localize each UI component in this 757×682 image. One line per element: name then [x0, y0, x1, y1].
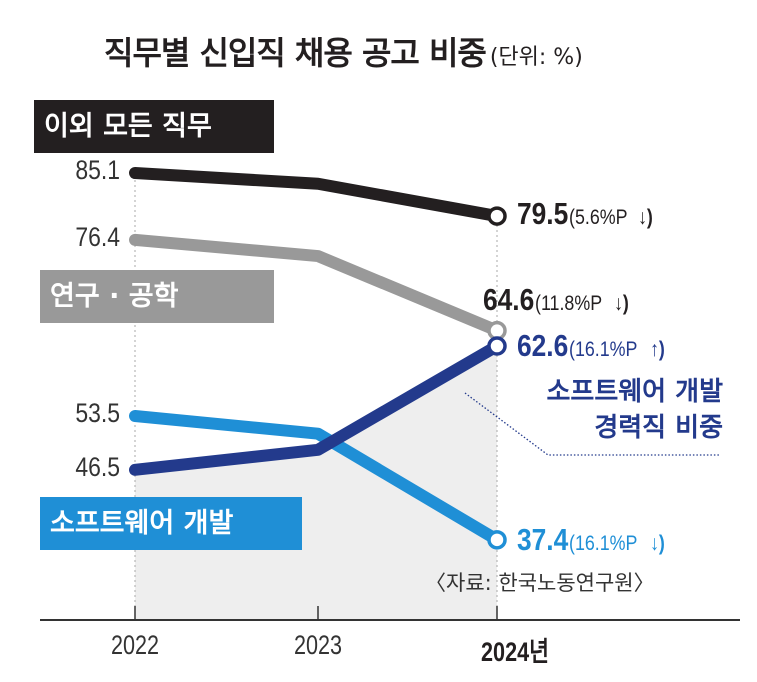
- title-text: 직무별 신입직 채용 공고 비중: [104, 34, 487, 72]
- legend-tag-all-other: 이외 모든 직무: [34, 100, 274, 153]
- end-value-label-research: 64.6(11.8%P ↓): [483, 282, 632, 318]
- end-value: 79.5: [517, 196, 569, 231]
- end-value: 37.4: [517, 522, 569, 557]
- annotation-software-experienced: 소프트웨어 개발 경력직 비중: [547, 374, 724, 446]
- start-value-label-research: 76.4: [75, 221, 120, 252]
- source-note: 〈자료: 한국노동연구원〉: [425, 571, 655, 595]
- x-tick-label-2024: 2024년: [481, 637, 549, 667]
- arrow-up-icon: ↑): [649, 338, 665, 361]
- legend-tag-research: 연구 · 공학: [40, 270, 274, 323]
- end-marker-software_experienced: [487, 336, 507, 356]
- change-label: (5.6%P: [569, 206, 628, 229]
- end-value-label-software: 37.4(16.1%P ↓): [517, 522, 667, 558]
- end-value-label-software_experienced: 62.6(16.1%P ↑): [517, 328, 667, 364]
- arrow-down-icon: ↓): [638, 206, 654, 229]
- series-line-all_other: [129, 167, 503, 223]
- end-value: 62.6: [517, 328, 569, 363]
- end-marker-software: [487, 530, 507, 550]
- chart-title: 직무별 신입직 채용 공고 비중 (단위: %): [104, 28, 583, 74]
- end-value-label-all_other: 79.5(5.6%P ↓): [517, 196, 656, 232]
- arrow-down-icon: ↓): [614, 292, 630, 315]
- legend-tag-software: 소프트웨어 개발: [40, 497, 302, 550]
- change-label: (16.1%P: [569, 532, 638, 555]
- shaded-area: [135, 346, 497, 620]
- change-label: (16.1%P: [569, 338, 638, 361]
- unit-label: (단위: %): [489, 45, 583, 70]
- arrow-down-icon: ↓): [649, 532, 665, 555]
- end-value: 64.6: [483, 282, 535, 317]
- change-label: (11.8%P: [535, 292, 603, 315]
- annotation-line-2: 경력직 비중: [594, 413, 723, 443]
- annotation-line-1: 소프트웨어 개발: [546, 377, 724, 407]
- start-value-label-software: 53.5: [75, 398, 120, 428]
- annotation-leader: [464, 392, 720, 456]
- end-marker-all_other: [487, 206, 507, 226]
- x-tick-label-2022: 2022: [110, 630, 160, 660]
- start-value-label-software_experienced: 46.5: [75, 451, 120, 482]
- x-tick-label-2023: 2023: [293, 630, 343, 660]
- end-marker-research: [487, 320, 507, 341]
- start-value-label-all_other: 85.1: [75, 155, 120, 185]
